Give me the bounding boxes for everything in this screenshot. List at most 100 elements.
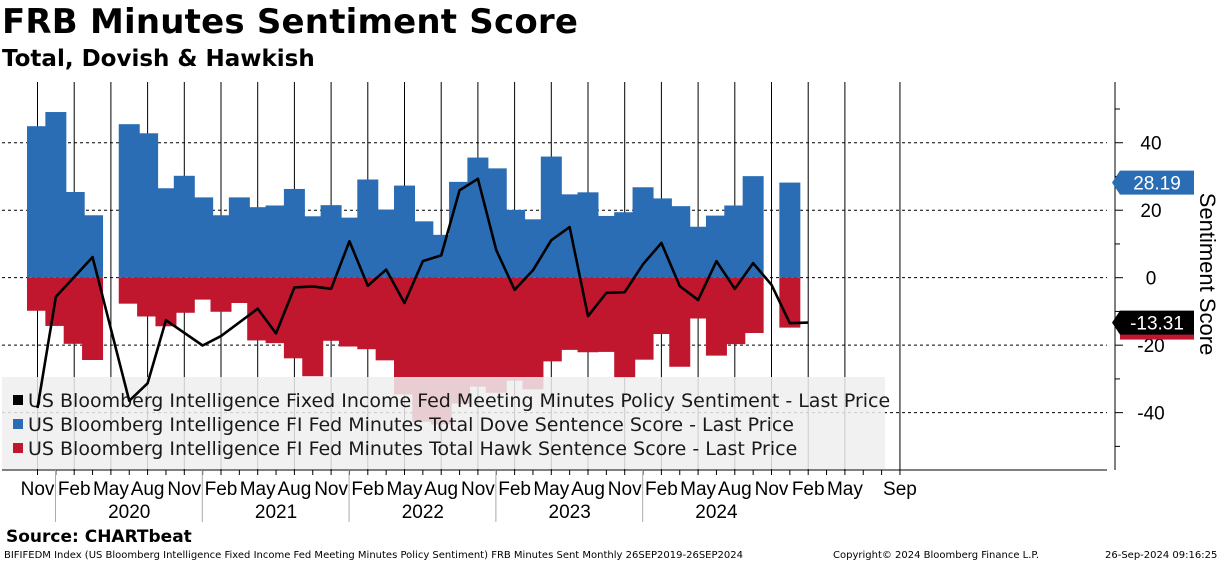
hawk-bar [82,277,104,361]
footer-timestamp: 26-Sep-2024 09:16:25 [1105,550,1218,561]
x-tick-label: Feb [351,479,384,500]
dove-bar [412,221,434,278]
hawk-bar [338,277,360,347]
hawk-last-value-tag [1120,330,1194,340]
hawk-bar [173,277,195,313]
total-last-value-tag [1112,310,1194,335]
hawk-bar [485,277,507,393]
dove-bar [375,209,397,278]
x-tick-label: Feb [205,479,238,500]
dove-bar [614,212,636,278]
dove-bar [302,216,324,278]
dove-bar [687,226,709,278]
hawk-bar [669,277,691,367]
y-tick-label: 40 [1140,134,1161,155]
source-label: Source: CHARTbeat [6,527,192,547]
year-label: 2021 [255,502,297,523]
legend-swatch [13,419,23,429]
x-tick-label: May [387,479,423,500]
hawk-bar [228,277,250,303]
hawk-bar [118,277,140,304]
dove-bar [632,187,654,278]
dove-bar [669,206,691,278]
dove-bar [650,198,672,278]
dove-bar [283,188,305,278]
dove-bar [82,215,104,278]
x-tick-label: Sep [883,479,917,500]
x-tick-label: May [533,479,569,500]
dove-bar [192,197,214,278]
x-tick-label: May [680,479,716,500]
dove-bar [155,188,177,278]
dove-bar [137,133,159,278]
x-tick-label: Feb [645,479,678,500]
dove-bar [338,217,360,278]
y-tick-label: -20 [1137,336,1164,357]
hawk-bar [394,277,415,395]
x-tick-label: Feb [498,479,531,500]
dove-bar [357,179,379,278]
hawk-bar [467,277,489,387]
year-label: 2022 [402,502,444,523]
dove-bar [485,168,507,278]
x-tick-label: Nov [167,479,201,500]
year-label: 2024 [695,502,738,523]
dove-bar [467,157,489,278]
dove-bar [394,185,415,278]
hawk-bar [320,277,342,341]
hawk-bar [779,277,801,328]
total-sentiment-line [36,177,809,409]
hawk-bar [540,277,562,362]
dove-bar [63,191,85,278]
dove-bar [247,207,269,278]
dove-bar [320,205,342,278]
hawk-bar [155,277,177,327]
y-tick-label: 0 [1146,269,1157,290]
x-tick-label: May [93,479,129,500]
legend-swatch [13,443,23,453]
legend: US Bloomberg Intelligence Fixed Income F… [2,377,890,469]
footer-copyright: Copyright© 2024 Bloomberg Finance L.P. [833,550,1040,561]
dove-bar [724,205,746,278]
dove-last-value: 28.19 [1133,174,1181,195]
dove-bar [228,197,250,278]
dove-bar [504,209,526,278]
x-tick-label: Nov [755,479,789,500]
x-tick-label: Nov [608,479,642,500]
hawk-bar [192,277,214,300]
x-tick-label: Feb [792,479,825,500]
hawk-bar [614,277,636,378]
dove-bar [265,205,287,278]
dove-bar [45,112,67,278]
hawk-bar [742,277,764,334]
dove-last-value-tag [1112,170,1194,195]
dove-bar [577,192,599,278]
x-tick-label: Nov [461,479,495,500]
dove-bar [540,156,562,278]
x-tick-label: Nov [21,479,55,500]
legend-label: US Bloomberg Intelligence FI Fed Minutes… [28,414,794,436]
hawk-bar [357,277,379,350]
chart-subtitle: Total, Dovish & Hawkish [2,46,315,72]
hawk-bar [27,277,48,311]
dove-bar [210,215,232,278]
hawk-bar [375,277,397,361]
year-label: 2023 [549,502,591,523]
dove-bar [118,124,140,278]
y-tick-label: -40 [1137,404,1164,425]
dove-bar [173,175,195,278]
x-tick-label: May [240,479,276,500]
x-tick-label: Feb [58,479,91,500]
y-tick-label: 20 [1140,201,1161,222]
dove-bar [449,181,471,278]
hawk-bar [210,277,232,312]
hawk-bar [705,277,727,356]
hawk-bar [559,277,581,350]
x-tick-label: Aug [277,479,311,500]
y-axis-title: Sentiment Score [1195,193,1220,356]
hawk-bar [302,277,324,377]
dove-bar [742,176,764,278]
hawk-bar [724,277,746,345]
x-tick-label: May [827,479,863,500]
dove-bar [595,215,617,278]
